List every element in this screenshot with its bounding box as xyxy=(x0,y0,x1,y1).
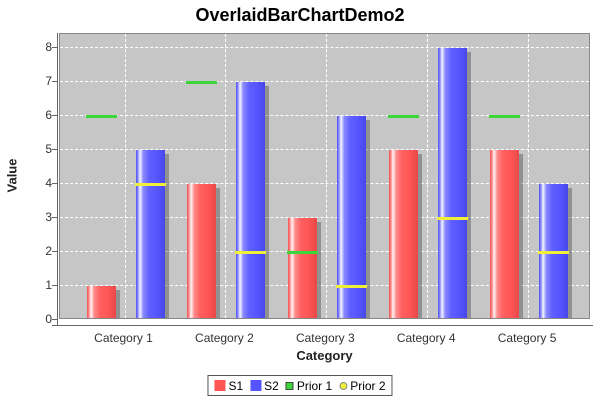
h-gridline xyxy=(60,217,589,218)
h-gridline xyxy=(60,115,589,116)
marker-prior-2 xyxy=(437,217,469,220)
marker-prior-1 xyxy=(489,115,521,118)
marker-prior-2 xyxy=(538,251,570,254)
y-tick-mark xyxy=(52,217,57,218)
y-tick-label: 4 xyxy=(45,176,52,190)
v-gridline xyxy=(427,34,429,318)
h-gridline xyxy=(60,183,589,184)
bar-s2 xyxy=(438,48,468,318)
x-category-label: Category 2 xyxy=(195,331,254,345)
y-tick-label: 2 xyxy=(45,244,52,258)
x-axis-line xyxy=(52,325,593,326)
y-tick-mark xyxy=(52,115,57,116)
legend: S1 S2 Prior 1 Prior 2 xyxy=(207,375,393,396)
y-tick-mark xyxy=(52,319,57,320)
legend-item: Prior 1 xyxy=(285,378,333,393)
y-tick-label: 1 xyxy=(45,278,52,292)
y-tick-label: 8 xyxy=(45,40,52,54)
marker-prior-2 xyxy=(134,183,166,186)
x-category-label: Category 3 xyxy=(295,331,355,345)
legend-swatch-circle-icon xyxy=(339,381,348,390)
h-gridline xyxy=(60,81,589,82)
h-gridline xyxy=(60,285,589,286)
v-gridline xyxy=(225,34,227,318)
chart-title: OverlaidBarChartDemo2 xyxy=(195,5,405,25)
legend-label: Prior 1 xyxy=(296,378,333,393)
y-tick-label: 5 xyxy=(45,142,52,156)
marker-prior-1 xyxy=(186,81,218,84)
x-axis-title: Category xyxy=(296,348,353,363)
legend-label: S1 xyxy=(228,378,244,393)
marker-prior-1 xyxy=(388,115,420,118)
bar-s2 xyxy=(135,150,165,318)
y-tick-label: 3 xyxy=(45,210,52,224)
h-gridline xyxy=(60,149,589,150)
bar-s1 xyxy=(86,286,116,318)
y-tick-mark xyxy=(52,183,57,184)
legend-swatch-square-icon xyxy=(285,381,294,390)
y-tick-mark xyxy=(52,81,57,82)
x-category-label: Category 5 xyxy=(497,331,557,345)
legend-label: Prior 2 xyxy=(350,378,386,393)
x-category-label: Category 4 xyxy=(396,331,456,345)
bar-s1 xyxy=(389,150,419,318)
h-gridline xyxy=(60,47,589,48)
marker-prior-2 xyxy=(235,251,267,254)
y-axis-title: Value xyxy=(4,158,20,193)
y-tick-label: 0 xyxy=(45,312,52,326)
plot-area xyxy=(59,33,590,319)
legend-label: S2 xyxy=(264,378,279,393)
marker-prior-1 xyxy=(287,251,319,254)
legend-item: Prior 2 xyxy=(339,378,386,393)
legend-swatch-square-icon xyxy=(214,380,226,391)
marker-prior-1 xyxy=(85,115,117,118)
y-tick-mark xyxy=(52,149,57,150)
marker-prior-2 xyxy=(336,285,368,288)
bar-s1 xyxy=(490,150,520,318)
y-tick-label: 6 xyxy=(45,108,52,122)
bar-s1 xyxy=(187,184,217,318)
v-gridline xyxy=(528,34,530,318)
legend-swatch-square-icon xyxy=(250,380,262,391)
y-tick-mark xyxy=(52,285,57,286)
y-axis-line xyxy=(57,33,58,325)
bar-s2 xyxy=(236,82,266,318)
y-tick-mark xyxy=(52,251,57,252)
v-gridline xyxy=(326,34,328,318)
v-gridline xyxy=(124,34,126,318)
legend-item: S2 xyxy=(250,379,279,393)
bar-s1 xyxy=(288,218,318,318)
x-category-label: Category 1 xyxy=(94,331,153,345)
y-tick-label: 7 xyxy=(45,74,52,88)
h-gridline xyxy=(60,251,589,252)
legend-item: S1 xyxy=(214,379,243,393)
y-tick-mark xyxy=(52,47,57,48)
bar-s2 xyxy=(337,116,367,318)
